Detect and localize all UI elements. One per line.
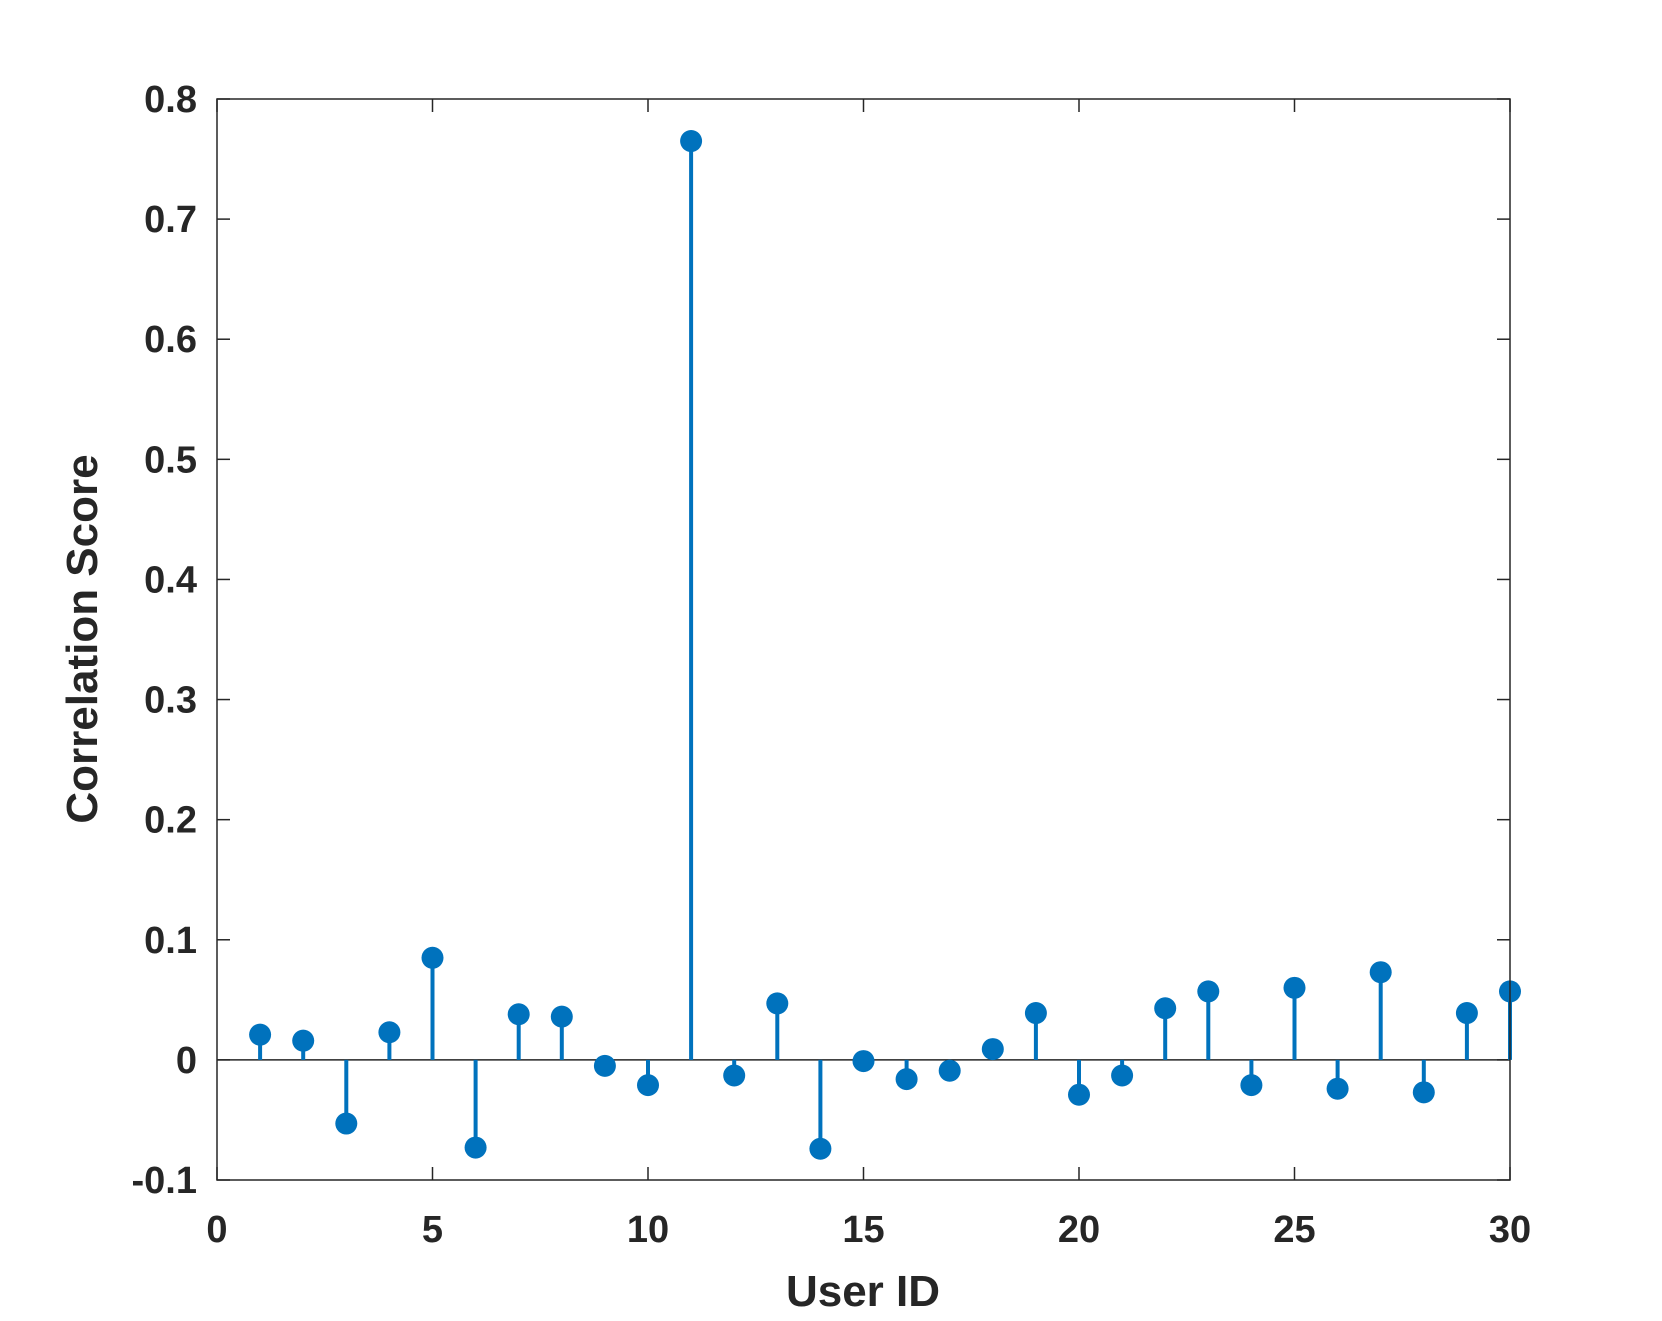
stem-marker-4 (378, 1021, 401, 1044)
stem-9 (593, 1054, 616, 1077)
stem-marker-10 (637, 1074, 659, 1097)
stem-marker-16 (895, 1068, 918, 1091)
stem-series (249, 130, 1521, 1160)
x-tick-label-1: 5 (422, 1209, 443, 1251)
stem-marker-6 (464, 1136, 487, 1159)
plot-area (217, 99, 1510, 1180)
stem-23 (1197, 980, 1220, 1060)
stem-marker-23 (1197, 980, 1220, 1003)
stem-10 (637, 1059, 659, 1097)
stem-21 (1111, 1059, 1134, 1087)
y-tick-label-2: 0.1 (144, 920, 197, 962)
stem-marker-19 (1024, 1002, 1047, 1025)
x-tick-labels: 0 5 10 15 20 25 30 (206, 1209, 1531, 1251)
stem-marker-29 (1455, 1002, 1478, 1025)
stem-marker-15 (852, 1050, 875, 1073)
stem-3 (335, 1059, 358, 1135)
stem-11 (680, 130, 703, 1060)
y-tick-label-9: 0.8 (144, 79, 197, 121)
stem-16 (895, 1059, 918, 1091)
stem-7 (507, 1003, 530, 1060)
x-tick-label-4: 20 (1058, 1209, 1100, 1251)
stem-22 (1154, 997, 1177, 1060)
stem-marker-11 (680, 130, 703, 153)
stem-14 (809, 1059, 832, 1160)
stem-marker-5 (421, 946, 444, 969)
x-axis-title: User ID (786, 1267, 940, 1316)
stem-26 (1326, 1059, 1349, 1100)
y-tick-label-8: 0.7 (144, 199, 197, 241)
stem-marker-7 (507, 1003, 530, 1026)
stem-marker-26 (1326, 1077, 1349, 1100)
stem-24 (1240, 1059, 1263, 1097)
x-tick-label-5: 25 (1273, 1209, 1315, 1251)
stem-marker-14 (809, 1137, 832, 1160)
stem-27 (1369, 961, 1392, 1060)
stem-marker-17 (938, 1059, 961, 1082)
stem-5 (421, 946, 444, 1060)
stem-marker-18 (981, 1038, 1004, 1061)
stem-8 (550, 1005, 573, 1060)
stem-marker-22 (1154, 997, 1177, 1020)
stem-1 (249, 1023, 272, 1060)
stem-marker-1 (249, 1023, 272, 1046)
stem-marker-2 (292, 1029, 315, 1052)
stem-18 (981, 1038, 1004, 1061)
y-tick-label-7: 0.6 (144, 319, 197, 361)
stem-6 (464, 1059, 487, 1159)
stem-marker-21 (1111, 1064, 1134, 1087)
stem-marker-28 (1412, 1081, 1435, 1104)
stem-15 (852, 1050, 875, 1073)
stem-marker-3 (335, 1112, 358, 1135)
stem-29 (1455, 1002, 1478, 1060)
y-tick-label-6: 0.5 (144, 439, 197, 481)
stem-marker-8 (550, 1005, 573, 1028)
stem-4 (378, 1021, 401, 1060)
stem-12 (723, 1059, 746, 1087)
y-axis-title: Correlation Score (58, 454, 107, 823)
y-tick-label-4: 0.3 (144, 680, 197, 722)
y-tick-label-5: 0.4 (144, 559, 197, 601)
x-tick-label-6: 30 (1489, 1209, 1531, 1251)
stem-marker-24 (1240, 1074, 1263, 1097)
stem-marker-12 (723, 1064, 746, 1087)
stem-marker-27 (1369, 961, 1392, 984)
stem-13 (766, 992, 789, 1060)
plot-frame (216, 98, 1511, 1181)
y-tick-label-1: 0 (176, 1040, 197, 1082)
stem-marker-25 (1283, 976, 1306, 999)
y-tick-label-3: 0.2 (144, 800, 197, 842)
x-tick-label-0: 0 (206, 1209, 227, 1251)
stem-marker-20 (1068, 1083, 1090, 1106)
stem-marker-9 (593, 1054, 616, 1077)
stem-2 (292, 1029, 315, 1060)
y-tick-labels: -0.1 0 0.1 0.2 0.3 0.4 0.5 0.6 0.7 0.8 (132, 79, 197, 1202)
stem-marker-13 (766, 992, 789, 1015)
stem-19 (1024, 1002, 1047, 1060)
y-tick-label-0: -0.1 (132, 1160, 197, 1202)
stem-28 (1412, 1059, 1435, 1104)
x-tick-label-2: 10 (627, 1209, 669, 1251)
stem-17 (938, 1059, 961, 1082)
stem-25 (1283, 976, 1306, 1060)
x-tick-label-3: 15 (842, 1209, 884, 1251)
stem-20 (1068, 1059, 1090, 1106)
